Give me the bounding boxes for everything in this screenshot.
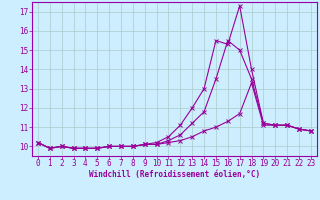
X-axis label: Windchill (Refroidissement éolien,°C): Windchill (Refroidissement éolien,°C) — [89, 170, 260, 179]
